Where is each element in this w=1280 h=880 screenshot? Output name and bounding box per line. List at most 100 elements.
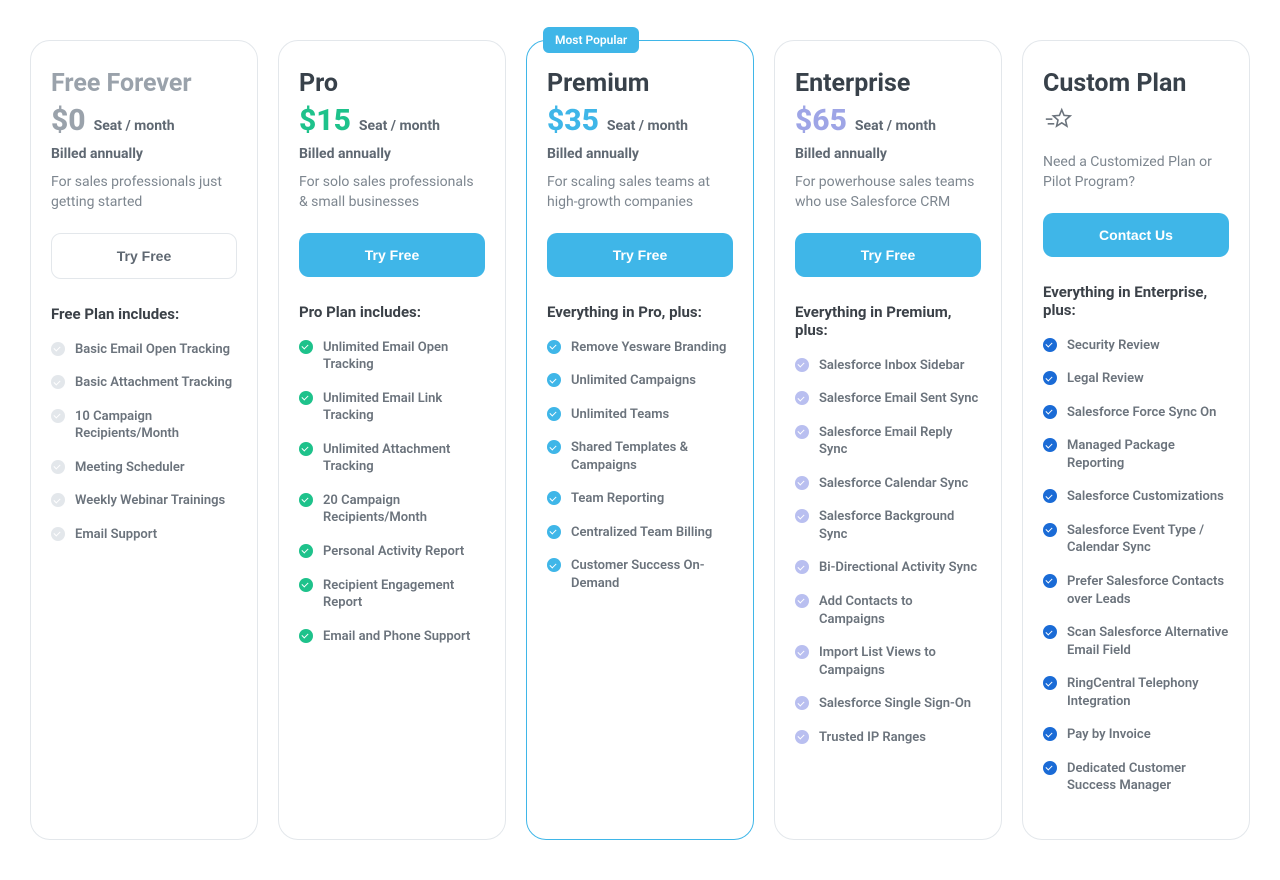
- price-unit: Seat / month: [359, 118, 440, 134]
- feature-item: Personal Activity Report: [299, 543, 485, 561]
- feature-item: Unlimited Teams: [547, 406, 733, 424]
- price-unit: Seat / month: [855, 118, 936, 134]
- feature-item: Security Review: [1043, 337, 1229, 355]
- try-free-button[interactable]: Try Free: [51, 233, 237, 279]
- plan-card-enterprise: Enterprise $65 Seat / month Billed annua…: [774, 40, 1002, 840]
- feature-item: Salesforce Email Sent Sync: [795, 390, 981, 408]
- feature-text: Salesforce Email Sent Sync: [819, 390, 978, 408]
- feature-item: Salesforce Force Sync On: [1043, 404, 1229, 422]
- feature-list: Salesforce Inbox Sidebar Salesforce Emai…: [795, 357, 981, 747]
- check-icon: [547, 440, 561, 454]
- plan-price: $65: [795, 106, 847, 136]
- feature-item: 10 Campaign Recipients/Month: [51, 408, 237, 443]
- check-icon: [795, 391, 809, 405]
- feature-item: Dedicated Customer Success Manager: [1043, 760, 1229, 795]
- check-icon: [795, 509, 809, 523]
- plan-card-premium: Most Popular Premium $35 Seat / month Bi…: [526, 40, 754, 840]
- includes-label: Everything in Premium, plus:: [795, 303, 981, 339]
- feature-item: Meeting Scheduler: [51, 459, 237, 477]
- feature-text: Salesforce Background Sync: [819, 508, 981, 543]
- feature-item: Email and Phone Support: [299, 628, 485, 646]
- feature-text: Team Reporting: [571, 490, 664, 508]
- check-icon: [547, 373, 561, 387]
- feature-text: Salesforce Email Reply Sync: [819, 424, 981, 459]
- feature-text: Trusted IP Ranges: [819, 729, 926, 747]
- check-icon: [299, 544, 313, 558]
- feature-item: Prefer Salesforce Contacts over Leads: [1043, 573, 1229, 608]
- check-icon: [299, 442, 313, 456]
- feature-text: Scan Salesforce Alternative Email Field: [1067, 624, 1229, 659]
- shooting-star-icon: [1043, 106, 1229, 140]
- check-icon: [547, 340, 561, 354]
- check-icon: [795, 696, 809, 710]
- try-free-button[interactable]: Try Free: [547, 233, 733, 277]
- feature-text: Prefer Salesforce Contacts over Leads: [1067, 573, 1229, 608]
- feature-item: Salesforce Inbox Sidebar: [795, 357, 981, 375]
- feature-item: Managed Package Reporting: [1043, 437, 1229, 472]
- feature-item: Scan Salesforce Alternative Email Field: [1043, 624, 1229, 659]
- feature-text: Meeting Scheduler: [75, 459, 185, 477]
- billing-note: Billed annually: [51, 146, 237, 162]
- feature-text: Basic Email Open Tracking: [75, 341, 230, 359]
- price-unit: Seat / month: [94, 118, 175, 134]
- plan-desc: For powerhouse sales teams who use Sales…: [795, 172, 981, 213]
- check-icon: [51, 409, 65, 423]
- feature-text: Email Support: [75, 526, 157, 544]
- includes-label: Everything in Enterprise, plus:: [1043, 283, 1229, 319]
- feature-item: 20 Campaign Recipients/Month: [299, 492, 485, 527]
- plan-card-custom: Custom Plan Need a Customized Plan or Pi…: [1022, 40, 1250, 840]
- check-icon: [1043, 625, 1057, 639]
- feature-text: Customer Success On-Demand: [571, 557, 733, 592]
- check-icon: [51, 527, 65, 541]
- check-icon: [51, 460, 65, 474]
- feature-item: Unlimited Email Open Tracking: [299, 339, 485, 374]
- feature-text: Unlimited Teams: [571, 406, 669, 424]
- feature-text: Add Contacts to Campaigns: [819, 593, 981, 628]
- check-icon: [1043, 371, 1057, 385]
- billing-note: Billed annually: [795, 146, 981, 162]
- plan-desc: Need a Customized Plan or Pilot Program?: [1043, 152, 1229, 193]
- feature-text: Salesforce Event Type / Calendar Sync: [1067, 522, 1229, 557]
- billing-note: Billed annually: [299, 146, 485, 162]
- plan-title: Free Forever: [51, 69, 237, 98]
- feature-text: Unlimited Email Open Tracking: [323, 339, 485, 374]
- feature-text: Remove Yesware Branding: [571, 339, 726, 357]
- price-row: $65 Seat / month: [795, 106, 981, 136]
- pricing-grid: Free Forever $0 Seat / month Billed annu…: [30, 40, 1250, 840]
- contact-us-button[interactable]: Contact Us: [1043, 213, 1229, 257]
- check-icon: [299, 391, 313, 405]
- check-icon: [299, 629, 313, 643]
- feature-text: Managed Package Reporting: [1067, 437, 1229, 472]
- feature-item: Salesforce Background Sync: [795, 508, 981, 543]
- check-icon: [795, 730, 809, 744]
- feature-text: Centralized Team Billing: [571, 524, 712, 542]
- check-icon: [795, 594, 809, 608]
- feature-item: Weekly Webinar Trainings: [51, 492, 237, 510]
- plan-card-pro: Pro $15 Seat / month Billed annually For…: [278, 40, 506, 840]
- includes-label: Everything in Pro, plus:: [547, 303, 733, 321]
- plan-desc: For sales professionals just getting sta…: [51, 172, 237, 213]
- feature-item: Email Support: [51, 526, 237, 544]
- feature-text: Bi-Directional Activity Sync: [819, 559, 977, 577]
- check-icon: [1043, 438, 1057, 452]
- feature-text: Import List Views to Campaigns: [819, 644, 981, 679]
- plan-card-free: Free Forever $0 Seat / month Billed annu…: [30, 40, 258, 840]
- plan-price: $0: [51, 106, 86, 136]
- feature-text: Unlimited Campaigns: [571, 372, 696, 390]
- check-icon: [1043, 405, 1057, 419]
- feature-text: Weekly Webinar Trainings: [75, 492, 225, 510]
- feature-text: Personal Activity Report: [323, 543, 464, 561]
- check-icon: [795, 645, 809, 659]
- check-icon: [795, 358, 809, 372]
- feature-item: Legal Review: [1043, 370, 1229, 388]
- check-icon: [51, 342, 65, 356]
- plan-title: Enterprise: [795, 69, 981, 98]
- feature-item: Recipient Engagement Report: [299, 577, 485, 612]
- try-free-button[interactable]: Try Free: [795, 233, 981, 277]
- feature-item: Unlimited Campaigns: [547, 372, 733, 390]
- feature-text: Salesforce Inbox Sidebar: [819, 357, 964, 375]
- feature-item: Add Contacts to Campaigns: [795, 593, 981, 628]
- check-icon: [1043, 761, 1057, 775]
- try-free-button[interactable]: Try Free: [299, 233, 485, 277]
- feature-item: Salesforce Customizations: [1043, 488, 1229, 506]
